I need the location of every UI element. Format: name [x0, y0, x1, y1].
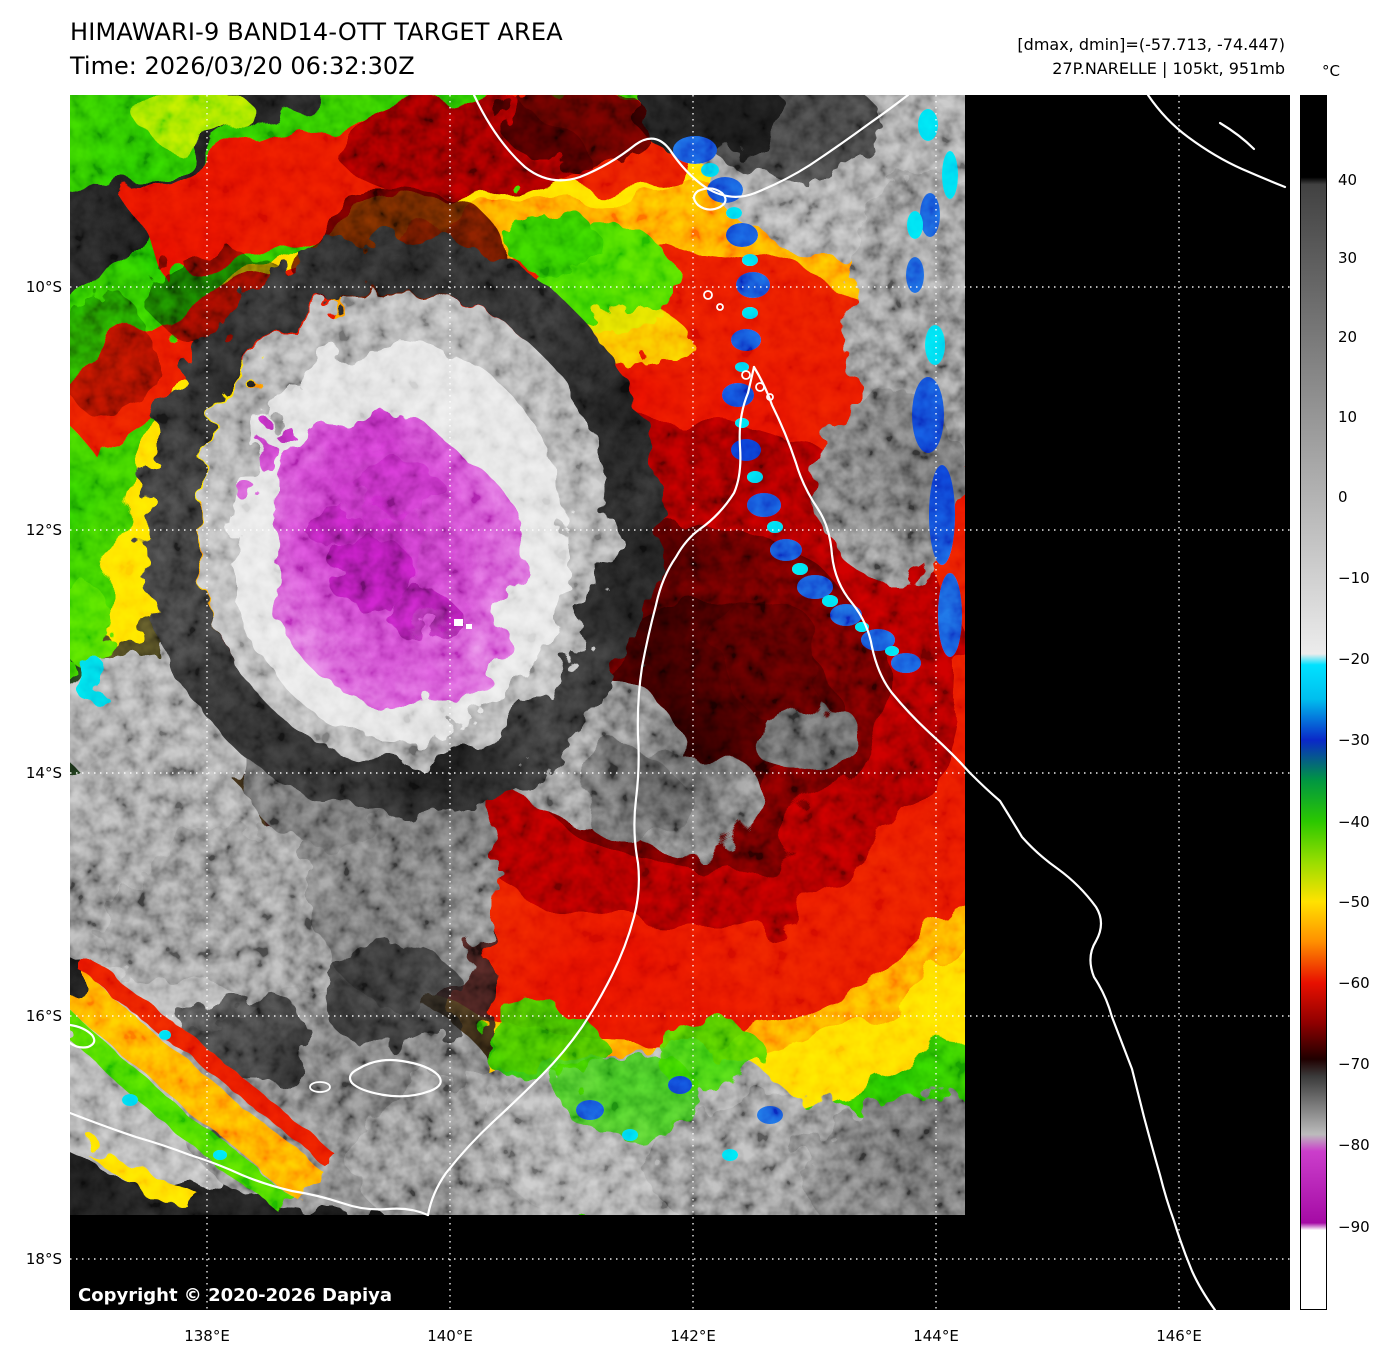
satellite-imagery — [70, 95, 1290, 1310]
colorbar-tick: −10 — [1338, 569, 1370, 587]
product-title: HIMAWARI-9 BAND14-OTT TARGET AREA — [70, 18, 563, 46]
header-readouts: [dmax, dmin]=(-57.713, -74.447) 27P.NARE… — [1017, 33, 1285, 81]
colorbar-tick: −90 — [1338, 1218, 1370, 1236]
dmax-dmin-readout: [dmax, dmin]=(-57.713, -74.447) — [1017, 35, 1285, 54]
temperature-colorbar — [1300, 95, 1327, 1310]
storm-info-readout: 27P.NARELLE | 105kt, 951mb — [1052, 59, 1285, 78]
colorbar-tick: 20 — [1338, 328, 1358, 346]
lon-axis-label: 146°E — [1156, 1327, 1202, 1345]
lat-axis-label: 14°S — [25, 764, 62, 782]
product-time: Time: 2026/03/20 06:32:30Z — [70, 52, 415, 80]
coastline-overlay — [70, 95, 1287, 1310]
colorbar-tick: −70 — [1338, 1055, 1370, 1073]
colorbar-tick: −50 — [1338, 893, 1370, 911]
colorbar-tick: 0 — [1338, 488, 1348, 506]
lon-axis-label: 142°E — [670, 1327, 716, 1345]
lat-axis-label: 16°S — [25, 1007, 62, 1025]
colorbar-tick: 30 — [1338, 249, 1358, 267]
colorbar-tick: −30 — [1338, 731, 1370, 749]
lat-axis-label: 10°S — [25, 278, 62, 296]
lon-axis-label: 138°E — [184, 1327, 230, 1345]
ir-data-region — [70, 95, 965, 1215]
colorbar-tick: 40 — [1338, 171, 1358, 189]
colorbar-tick: −80 — [1338, 1136, 1370, 1154]
lat-axis-label: 12°S — [25, 521, 62, 539]
colorbar-tick: −60 — [1338, 974, 1370, 992]
gridline-overlay — [70, 95, 1290, 1310]
lon-axis-label: 144°E — [913, 1327, 959, 1345]
colorbar-tick: 10 — [1338, 408, 1358, 426]
copyright-watermark: Copyright © 2020-2026 Dapiya — [78, 1285, 393, 1306]
colorbar-unit-label: °C — [1322, 62, 1340, 80]
satellite-map: Copyright © 2020-2026 Dapiya — [70, 95, 1290, 1310]
lat-axis-label: 18°S — [25, 1250, 62, 1268]
lon-axis-label: 140°E — [427, 1327, 473, 1345]
colorbar-tick: −20 — [1338, 650, 1370, 668]
colorbar-tick: −40 — [1338, 813, 1370, 831]
